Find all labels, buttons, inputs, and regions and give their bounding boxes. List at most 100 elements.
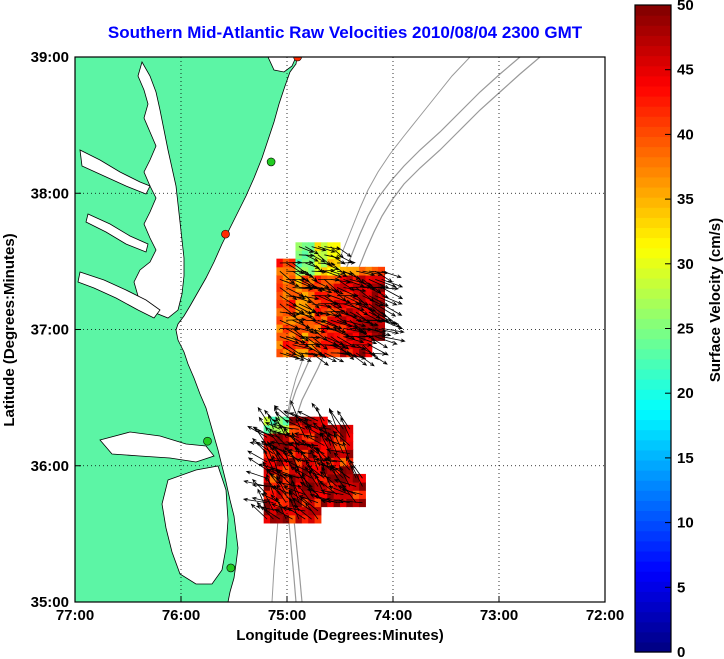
station-markers: [203, 57, 302, 573]
velocity-arrow: [325, 497, 350, 504]
colorbar-segment: [635, 611, 671, 623]
velocity-arrow: [304, 466, 319, 487]
colorbar-segment: [635, 126, 671, 138]
velocity-arrow: [329, 466, 344, 487]
velocity-cell: [340, 283, 347, 292]
velocity-cell: [359, 315, 366, 325]
velocity-arrow: [317, 352, 337, 363]
velocity-arrow: [381, 278, 404, 288]
velocity-arrow: [330, 254, 346, 265]
velocity-cell: [289, 324, 296, 333]
velocity-arrow: [375, 336, 398, 345]
velocity-arrow: [355, 311, 375, 327]
velocity-arrow: [332, 430, 351, 446]
velocity-arrow: [294, 447, 312, 463]
velocity-arrow: [320, 499, 344, 504]
colorbar-segment: [635, 75, 671, 87]
velocity-arrow: [293, 504, 312, 520]
velocity-arrow: [247, 450, 268, 463]
velocity-arrow: [298, 319, 315, 334]
velocity-arrow: [252, 426, 274, 438]
velocity-arrow: [343, 319, 367, 328]
velocity-arrow: [283, 459, 306, 471]
velocity-arrow: [325, 448, 350, 455]
colorbar-segment: [635, 146, 671, 158]
velocity-cell: [371, 275, 379, 284]
delaware-bay: [267, 57, 297, 73]
velocity-arrow: [381, 295, 403, 305]
velocity-arrow: [343, 327, 365, 334]
velocity-cell: [314, 324, 322, 333]
velocity-cell: [371, 307, 379, 317]
velocity-arrow: [349, 459, 363, 479]
velocity-arrow: [328, 485, 350, 495]
velocity-arrow: [301, 439, 319, 455]
velocity-arrow: [368, 328, 392, 337]
velocity-cell: [371, 324, 379, 333]
velocity-arrow: [282, 473, 306, 479]
velocity-cell: [276, 283, 284, 292]
land-mass: [75, 57, 298, 602]
velocity-arrow: [279, 260, 303, 265]
velocity-arrow: [306, 488, 331, 496]
velocity-arrow: [298, 295, 320, 301]
velocity-cell: [282, 283, 290, 292]
velocity-cell: [276, 324, 284, 333]
velocity-arrow: [327, 419, 344, 438]
velocity-arrow: [264, 409, 274, 422]
velocity-arrow: [381, 327, 405, 334]
velocity-arrow: [355, 352, 375, 367]
colorbar-ticks: 0 5 10 15 20 25 30 35 40 45 50: [665, 0, 694, 659]
velocity-arrow: [296, 457, 319, 463]
velocity-cell: [359, 291, 366, 301]
colorbar-segment: [635, 116, 671, 127]
velocity-arrow: [356, 319, 379, 327]
velocity-arrow: [330, 295, 351, 304]
velocity-arrow: [247, 457, 268, 471]
velocity-arrow: [324, 287, 344, 295]
velocity-arrow: [381, 303, 403, 316]
velocity-arrow: [276, 481, 299, 487]
plot-area: [74, 56, 606, 603]
colorbar-segment: [635, 176, 671, 188]
x-axis-label: Longitude (Degrees:Minutes): [236, 627, 444, 644]
velocity-arrow: [320, 432, 338, 446]
velocity-arrow: [251, 483, 274, 488]
velocity-cell: [289, 283, 296, 292]
velocity-arrow: [323, 438, 344, 446]
station-marker: [221, 229, 230, 239]
velocity-arrow: [273, 405, 293, 422]
colorbar-segment: [635, 631, 671, 643]
chart-title: Southern Mid-Atlantic Raw Velocities 201…: [108, 23, 583, 42]
velocity-arrow: [294, 469, 312, 487]
velocity-arrow: [282, 505, 306, 512]
velocity-vectors: [242, 246, 406, 520]
colorbar-segment: [635, 95, 671, 107]
velocity-arrow: [305, 246, 319, 255]
colorbar-segment: [635, 581, 671, 592]
colorbar-segment: [635, 641, 671, 653]
station-marker: [293, 57, 302, 62]
velocity-arrow: [349, 352, 368, 366]
velocity-arrow: [340, 416, 351, 438]
velocity-arrow: [285, 344, 305, 358]
velocity-cell: [295, 324, 303, 333]
colorbar-segment: [635, 510, 671, 522]
velocity-arrow: [343, 287, 367, 293]
velocity-arrow: [288, 489, 306, 504]
velocity-arrow: [325, 461, 344, 479]
colorbar-tick-label: 45: [677, 62, 694, 79]
velocity-arrow: [286, 277, 307, 282]
colorbar-label: Surface Velocity (cm/s): [707, 218, 724, 382]
colorbar-segment: [635, 591, 671, 603]
colorbar-tick-label: 15: [677, 450, 694, 467]
velocity-arrow: [306, 424, 331, 430]
x-tick-label: 74:00: [374, 607, 412, 624]
potomac-river: [79, 149, 151, 195]
velocity-arrow: [333, 452, 351, 471]
colorbar-segment: [635, 540, 671, 552]
velocity-arrow: [311, 352, 329, 366]
x-tick-label: 72:00: [586, 607, 624, 624]
velocity-arrow: [265, 426, 281, 446]
rappahannock-river: [85, 213, 149, 253]
